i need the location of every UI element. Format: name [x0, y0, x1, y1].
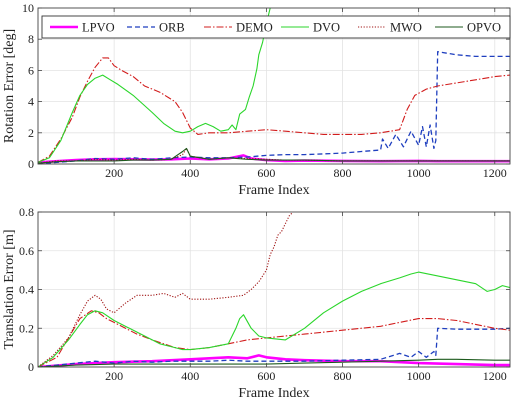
grid — [38, 211, 510, 368]
legend-box — [41, 15, 511, 39]
y-tick-label: 0.6 — [19, 244, 34, 258]
series-line-dvo — [38, 8, 271, 163]
series-group — [38, 8, 510, 164]
x-tick-label: 400 — [181, 369, 199, 383]
y-tick-label: 0.8 — [19, 205, 34, 219]
x-tick-label: 1000 — [407, 166, 431, 180]
legend-label-demo: DEMO — [236, 21, 273, 35]
y-axis-label: Rotation Error [deg] — [2, 29, 17, 143]
y-tick-label: 6 — [28, 63, 34, 77]
legend-label-opvo: OPVO — [467, 21, 501, 35]
y-tick-label: 0.4 — [19, 283, 34, 297]
y-tick-label: 8 — [28, 32, 34, 46]
x-tick-label: 200 — [105, 166, 123, 180]
translation-error-chart: 200 400 600 800 1000 1200 0 0.2 0.4 0.6 0.8 Frame I… — [2, 205, 511, 401]
series-line-opvo — [38, 358, 510, 367]
x-tick-label: 1200 — [483, 369, 507, 383]
legend-label-dvo: DVO — [313, 21, 340, 35]
y-axis-label: Translation Error [m] — [2, 229, 17, 349]
x-tick-label: 800 — [334, 369, 352, 383]
legend-label-lpvo: LPVO — [82, 21, 115, 35]
series-line-opvo — [38, 147, 510, 164]
x-tick-label: 1200 — [483, 166, 507, 180]
series-line-lpvo — [38, 354, 510, 367]
series-line-orb — [38, 327, 510, 367]
series-group — [38, 212, 510, 367]
y-tick-label: 0 — [28, 157, 34, 171]
x-tick-label: 600 — [257, 166, 275, 180]
x-tick-label: 600 — [257, 369, 275, 383]
y-tick-label: 0.2 — [19, 321, 34, 335]
legend-label-mwo: MWO — [390, 21, 422, 35]
x-tick-label: 200 — [105, 369, 123, 383]
x-tick-label: 400 — [181, 166, 199, 180]
y-tick-label: 4 — [28, 95, 34, 109]
y-tick-label: 10 — [22, 1, 34, 15]
series-line-demo — [38, 57, 510, 163]
y-tick-label: 2 — [28, 126, 34, 140]
plot-frame — [37, 7, 511, 165]
x-axis-label: Frame Index — [238, 183, 309, 198]
series-line-mwo — [38, 212, 294, 367]
series-line-dvo — [38, 271, 510, 367]
x-axis-label: Frame Index — [238, 386, 309, 401]
x-tick-label: 1000 — [407, 369, 431, 383]
y-tick-label: 0 — [28, 360, 34, 374]
legend: LPVO ORB DEMO DVO MWO OPVO — [41, 15, 511, 39]
x-tick-label: 800 — [334, 166, 352, 180]
legend-label-orb: ORB — [159, 21, 185, 35]
series-line-orb — [38, 51, 510, 164]
